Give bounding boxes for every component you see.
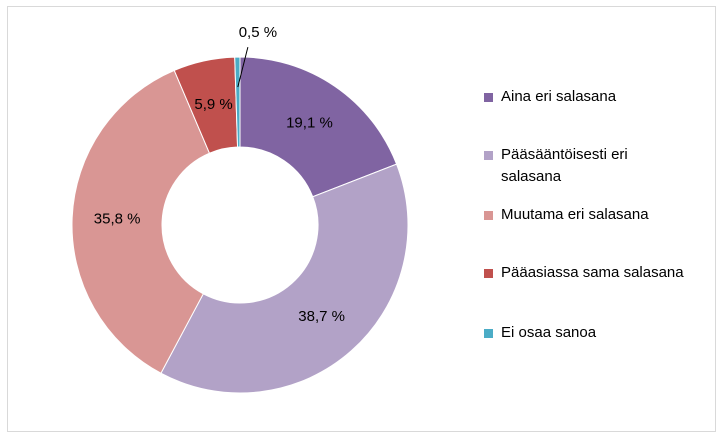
legend-label: Ei osaa sanoa [501,324,597,341]
legend-label: Muutama eri salasana [501,206,649,223]
chart-frame [7,6,716,432]
donut-slice [160,163,409,394]
legend-item: Muutama eri salasana [484,204,694,226]
legend-swatch [484,151,493,160]
leader-line [237,47,249,88]
legend-swatch [484,93,493,102]
legend-item: Ei osaa sanoa [484,322,694,344]
legend-label: Aina eri salasana [501,88,617,105]
legend-label: Pääsääntöisesti eri salasana [501,146,628,185]
data-label: 0,5 % [239,24,277,41]
legend-swatch [484,211,493,220]
data-label: 19,1 % [286,114,333,131]
legend-item: Aina eri salasana [484,86,694,108]
donut-slice [234,56,241,148]
data-label: 35,8 % [94,211,141,228]
data-label: 38,7 % [298,308,345,325]
legend-swatch [484,329,493,338]
data-label: 5,9 % [194,96,232,113]
legend-swatch [484,269,493,278]
legend-label: Pääasiassa sama salasana [501,264,684,281]
donut-slice [71,69,211,374]
legend-item: Pääasiassa sama salasana [484,262,694,284]
donut-slice [239,56,398,198]
legend-item: Pääsääntöisesti eri salasana [484,144,694,188]
